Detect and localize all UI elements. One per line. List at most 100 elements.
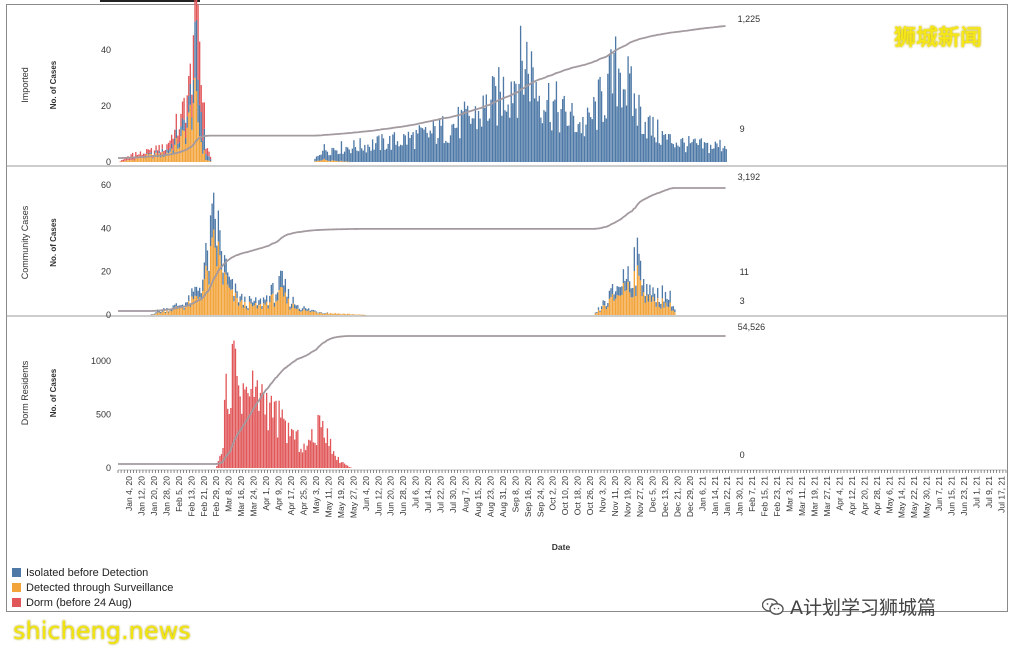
bar-surveillance bbox=[211, 237, 213, 315]
bar-isolated bbox=[286, 296, 288, 304]
bar-isolated bbox=[480, 126, 483, 162]
bar-dorm bbox=[248, 396, 251, 468]
x-tick-label: Mar 8, 20 bbox=[224, 476, 234, 512]
bar-isolated bbox=[322, 150, 324, 160]
bar-isolated bbox=[308, 308, 310, 311]
bar-dorm bbox=[311, 429, 313, 468]
bar-dorm bbox=[245, 386, 248, 468]
bar-surveillance bbox=[220, 269, 223, 315]
bar-surveillance bbox=[156, 312, 159, 315]
bar-dorm bbox=[230, 407, 232, 468]
bar-isolated bbox=[624, 89, 626, 162]
bar-surveillance bbox=[328, 313, 330, 315]
bar-isolated bbox=[353, 140, 355, 162]
bar-isolated bbox=[694, 138, 696, 162]
bar-isolated bbox=[493, 77, 495, 162]
bar-surveillance bbox=[608, 298, 611, 315]
bar-surveillance bbox=[169, 151, 171, 162]
bar-isolated bbox=[622, 89, 625, 162]
bar-surveillance bbox=[347, 313, 349, 315]
bar-dorm bbox=[337, 457, 339, 468]
bar-isolated bbox=[644, 295, 646, 303]
bar-isolated bbox=[625, 105, 628, 162]
bar-dorm bbox=[184, 122, 187, 139]
bar-dorm bbox=[273, 401, 276, 468]
bar-surveillance bbox=[244, 301, 246, 315]
bar-surveillance bbox=[202, 291, 204, 315]
bar-dorm bbox=[199, 41, 201, 105]
bar-surveillance bbox=[334, 160, 336, 162]
bar-isolated bbox=[347, 147, 349, 162]
bar-isolated bbox=[214, 218, 216, 248]
bar-dorm bbox=[264, 414, 266, 468]
bar-isolated bbox=[396, 141, 399, 162]
bar-surveillance bbox=[188, 300, 190, 315]
bar-isolated bbox=[474, 106, 477, 162]
bar-isolated bbox=[610, 49, 612, 162]
bar-surveillance bbox=[269, 302, 271, 315]
bar-surveillance bbox=[667, 307, 670, 315]
bar-isolated bbox=[155, 150, 157, 153]
bar-surveillance bbox=[632, 297, 634, 315]
bar-isolated bbox=[647, 117, 650, 162]
bar-isolated bbox=[484, 107, 486, 162]
bar-isolated bbox=[647, 294, 650, 302]
bar-isolated bbox=[688, 136, 690, 162]
bar-isolated bbox=[381, 134, 383, 162]
bar-surveillance bbox=[314, 161, 316, 162]
bar-dorm bbox=[251, 370, 254, 468]
legend-label-isolated: Isolated before Detection bbox=[26, 566, 149, 579]
bar-isolated bbox=[713, 148, 715, 162]
bar-isolated bbox=[495, 86, 497, 162]
bar-isolated bbox=[298, 308, 301, 311]
bar-surveillance bbox=[322, 313, 324, 315]
bar-surveillance bbox=[621, 294, 623, 315]
bar-isolated bbox=[661, 131, 664, 162]
bar-isolated bbox=[639, 260, 642, 281]
bar-dorm bbox=[350, 467, 352, 468]
bar-isolated bbox=[546, 100, 548, 162]
bar-isolated bbox=[348, 149, 350, 162]
bar-isolated bbox=[476, 129, 478, 162]
bar-surveillance bbox=[122, 161, 124, 162]
bar-surveillance bbox=[325, 160, 327, 162]
bar-isolated bbox=[361, 148, 363, 162]
bar-surveillance bbox=[643, 292, 645, 315]
bar-isolated bbox=[487, 120, 489, 162]
bar-surveillance bbox=[326, 160, 329, 162]
x-tick-label: Jul 1, 21 bbox=[971, 476, 981, 508]
bar-isolated bbox=[287, 288, 290, 299]
bar-isolated bbox=[317, 312, 319, 314]
bar-isolated bbox=[362, 150, 364, 162]
bar-dorm bbox=[295, 431, 297, 468]
bar-isolated bbox=[700, 138, 702, 162]
bar-isolated bbox=[600, 306, 603, 310]
bar-dorm bbox=[170, 134, 173, 144]
bar-isolated bbox=[237, 302, 240, 306]
bar-surveillance bbox=[315, 312, 318, 315]
bar-isolated bbox=[697, 144, 699, 162]
watermark-top: 狮城新闻 bbox=[894, 26, 983, 51]
bar-surveillance bbox=[144, 158, 146, 162]
bar-isolated bbox=[470, 123, 472, 162]
bar-isolated bbox=[199, 104, 201, 137]
bar-dorm bbox=[272, 417, 274, 468]
bar-isolated bbox=[371, 139, 374, 162]
x-tick-label: Mar 3, 21 bbox=[785, 476, 795, 512]
bar-isolated bbox=[392, 134, 394, 162]
bar-surveillance bbox=[649, 295, 651, 315]
x-tick-label: Sep 16, 20 bbox=[523, 476, 533, 517]
bar-isolated bbox=[613, 294, 615, 301]
bar-isolated bbox=[170, 309, 173, 312]
bar-isolated bbox=[541, 123, 544, 162]
bar-isolated bbox=[203, 262, 206, 280]
bar-surveillance bbox=[184, 306, 187, 315]
bar-isolated bbox=[523, 94, 525, 162]
bar-surveillance bbox=[287, 298, 290, 315]
bar-isolated bbox=[533, 98, 536, 162]
bar-isolated bbox=[269, 295, 271, 303]
bar-isolated bbox=[222, 272, 224, 285]
bar-isolated bbox=[194, 21, 196, 78]
bar-surveillance bbox=[624, 291, 626, 315]
bar-isolated bbox=[610, 288, 612, 297]
